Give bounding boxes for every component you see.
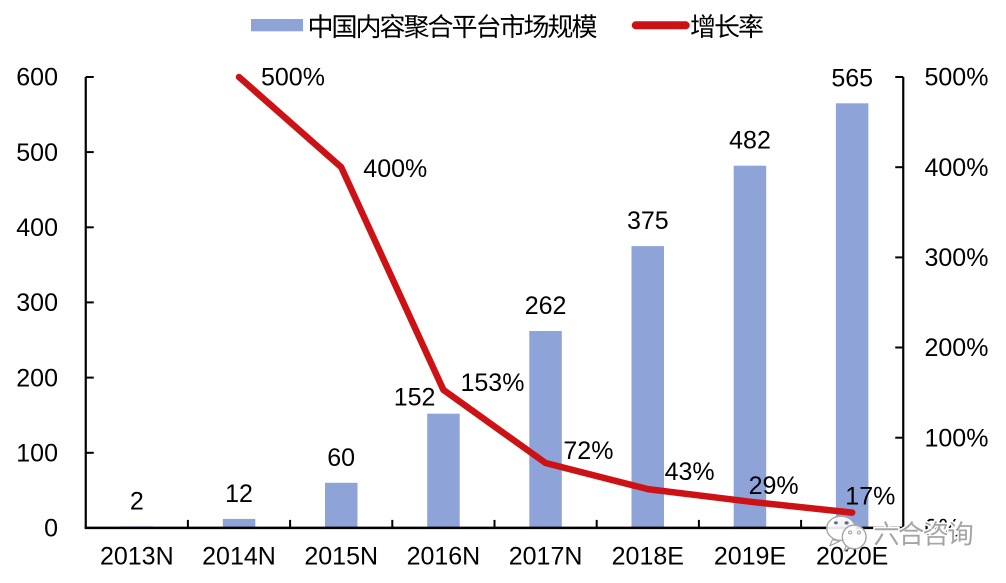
svg-text:29%: 29% [749,472,799,500]
svg-text:565: 565 [831,64,873,92]
svg-text:60: 60 [327,444,355,472]
svg-text:600: 600 [16,64,58,92]
svg-text:100%: 100% [925,424,989,452]
svg-text:200%: 200% [925,334,989,362]
svg-text:300%: 300% [925,244,989,272]
svg-text:400%: 400% [363,155,427,183]
svg-text:500: 500 [16,139,58,167]
svg-text:2018E: 2018E [612,542,684,570]
svg-text:400%: 400% [925,154,989,182]
svg-text:500%: 500% [261,63,325,91]
svg-text:2013N: 2013N [100,542,174,570]
svg-text:482: 482 [729,127,771,155]
svg-text:400: 400 [16,214,58,242]
svg-text:500%: 500% [925,64,989,92]
svg-text:12: 12 [225,480,253,508]
svg-text:200: 200 [16,364,58,392]
svg-text:153%: 153% [461,369,525,397]
svg-text:17%: 17% [845,482,895,510]
svg-text:152: 152 [394,383,436,411]
svg-text:72%: 72% [563,437,613,465]
svg-text:100: 100 [16,439,58,467]
svg-text:2019E: 2019E [714,542,786,570]
svg-text:300: 300 [16,289,58,317]
svg-text:2017N: 2017N [509,542,583,570]
svg-text:375: 375 [627,207,669,235]
svg-text:43%: 43% [665,458,715,486]
svg-text:2: 2 [130,487,144,515]
svg-text:2016N: 2016N [407,542,481,570]
svg-text:2014N: 2014N [202,542,276,570]
svg-text:262: 262 [525,292,567,320]
svg-text:2015N: 2015N [304,542,378,570]
svg-text:0: 0 [44,515,58,543]
